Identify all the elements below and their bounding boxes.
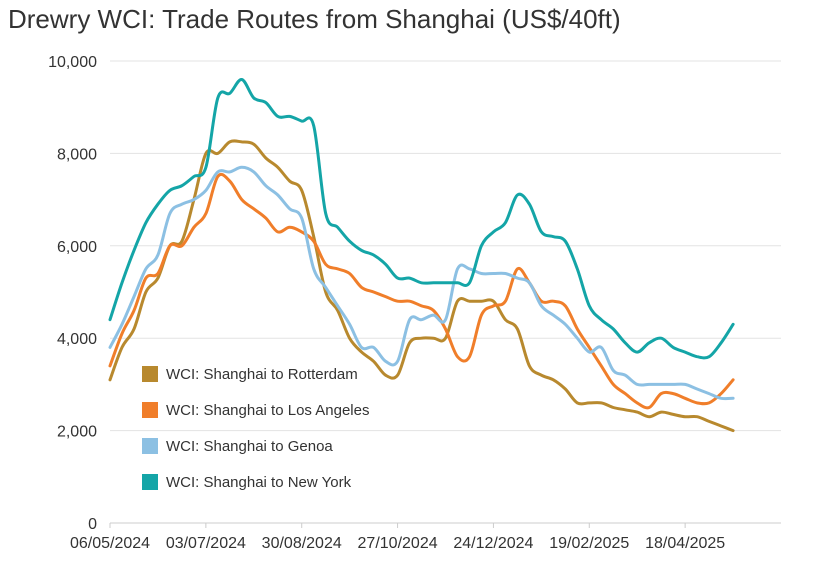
series-line-1 [108,172,735,410]
series-line-3 [108,78,735,360]
y-tick-label: 8,000 [57,146,97,163]
legend-label: WCI: Shanghai to New York [166,474,352,491]
y-tick-label: 4,000 [57,331,97,348]
legend-label: WCI: Shanghai to Genoa [166,438,333,455]
legend-swatch [142,366,158,382]
chart-title: Drewry WCI: Trade Routes from Shanghai (… [8,4,621,34]
x-tick-label: 18/04/2025 [645,535,725,552]
legend-label: WCI: Shanghai to Rotterdam [166,366,358,383]
legend: WCI: Shanghai to Rotterdam WCI: Shanghai … [142,366,369,491]
y-axis: 0 2,000 4,000 6,000 8,000 10,000 [48,54,97,533]
series-lines [108,78,735,433]
y-tick-label: 10,000 [48,54,97,71]
x-tick-label: 03/07/2024 [166,535,246,552]
x-tick-label: 30/08/2024 [262,535,342,552]
legend-swatch [142,402,158,418]
legend-swatch [142,438,158,454]
x-axis: 06/05/2024 03/07/2024 30/08/2024 27/10/2024… [70,522,781,552]
y-tick-label: 2,000 [57,424,97,441]
legend-swatch [142,474,158,490]
series-line-0 [108,139,735,433]
x-tick-label: 06/05/2024 [70,535,150,552]
y-tick-label: 6,000 [57,239,97,256]
y-tick-label: 0 [88,516,97,533]
legend-label: WCI: Shanghai to Los Angeles [166,402,369,419]
x-tick-label: 19/02/2025 [549,535,629,552]
x-tick-label: 27/10/2024 [358,535,438,552]
series-line-2 [108,165,735,401]
x-tick-label: 24/12/2024 [453,535,533,552]
